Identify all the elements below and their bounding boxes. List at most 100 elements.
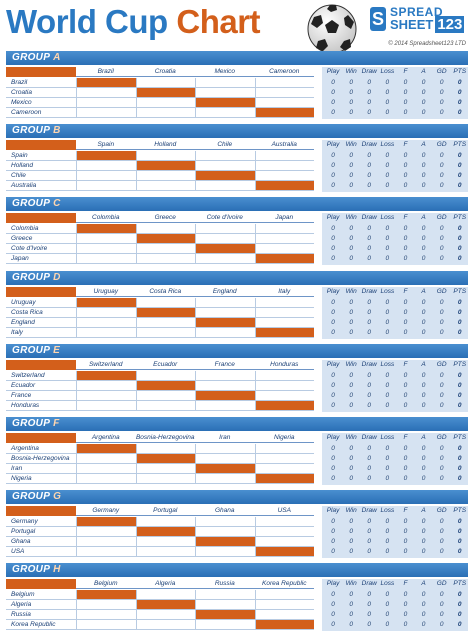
stat-value: 0	[457, 371, 462, 379]
group-letter: E	[53, 344, 61, 356]
stat-value: 0	[403, 528, 408, 536]
stat-value: 0	[367, 318, 372, 326]
stat-value: 0	[385, 591, 390, 599]
stat-value: 0	[349, 109, 353, 116]
stat-value: 0	[367, 235, 372, 243]
match-result-cell	[254, 590, 314, 601]
stat-value: 0	[457, 225, 462, 233]
header-corner	[6, 67, 76, 77]
match-result-cell	[195, 454, 255, 464]
column-header-team: Honduras	[254, 360, 314, 370]
group-letter: H	[53, 564, 61, 576]
stat-value: 0	[385, 245, 390, 253]
self-match-cell	[76, 78, 136, 88]
match-result-cell	[254, 234, 314, 245]
stat-header: GD	[436, 360, 447, 368]
stat-value: 0	[367, 391, 372, 399]
self-match-cell	[135, 307, 195, 318]
column-header-team: Japan	[254, 213, 314, 224]
stat-value: 0	[385, 318, 390, 326]
stats-panel	[322, 286, 468, 339]
stat-value: 0	[331, 162, 335, 170]
stat-value: 0	[439, 621, 444, 629]
stat-value: 0	[403, 371, 408, 379]
column-header-team: Mexico	[195, 67, 255, 77]
stat-header: Draw	[361, 214, 377, 222]
stat-value: 0	[385, 611, 390, 619]
stat-header: A	[421, 360, 426, 368]
stat-value: 0	[331, 255, 335, 263]
self-match-cell	[135, 527, 195, 538]
match-result-cell	[135, 181, 195, 192]
match-result-cell	[76, 244, 136, 255]
stat-value: 0	[457, 255, 462, 263]
match-result-cell	[195, 400, 255, 411]
stat-header: GD	[436, 507, 447, 515]
match-result-cell	[195, 108, 255, 118]
stat-value: 0	[367, 245, 372, 253]
column-header-team: Bosnia-Herzegovina	[135, 434, 195, 443]
stat-value: 0	[349, 528, 353, 536]
stat-value: 0	[403, 381, 408, 389]
stat-value: 0	[403, 245, 408, 253]
match-result-cell	[254, 600, 314, 611]
match-result-cell	[195, 161, 255, 172]
match-result-cell	[135, 224, 195, 235]
match-result-cell	[135, 317, 195, 328]
title-part-2: Chart	[176, 3, 261, 40]
row-team-name: Brazil	[6, 78, 76, 88]
stat-value: 0	[403, 445, 408, 452]
stat-value: 0	[367, 538, 372, 546]
stat-value: 0	[421, 445, 426, 452]
header-corner	[6, 213, 76, 224]
stat-value: 0	[439, 162, 444, 170]
stat-value: 0	[367, 528, 372, 536]
column-header-team: Korea Republic	[254, 579, 314, 590]
match-result-cell	[195, 370, 255, 381]
group-word: GROUP	[12, 198, 51, 210]
copyright-text: © 2014 Spreadsheet123 LTD	[388, 41, 466, 47]
row-team-name: Holland	[6, 161, 76, 172]
match-result-cell	[76, 610, 136, 621]
stat-header: PTS	[453, 507, 467, 515]
stats-panel	[322, 433, 468, 485]
match-result-cell	[195, 254, 255, 265]
match-result-cell	[76, 474, 136, 484]
stat-value: 0	[457, 235, 462, 243]
stat-value: 0	[403, 172, 408, 180]
column-header-team: Russia	[195, 579, 255, 590]
stat-header: Draw	[361, 580, 377, 588]
self-match-cell	[135, 234, 195, 245]
match-result-cell	[254, 464, 314, 474]
stat-value: 0	[421, 255, 426, 263]
stat-header: GD	[436, 287, 447, 295]
stat-value: 0	[439, 152, 444, 160]
stat-value: 0	[331, 79, 335, 86]
column-header-team: Nigeria	[254, 433, 314, 443]
row-team-name: Honduras	[6, 401, 76, 411]
stat-header: Draw	[361, 360, 377, 368]
stat-value: 0	[403, 89, 408, 96]
stat-value: 0	[367, 162, 372, 170]
group-title: GROUP F	[12, 418, 60, 430]
column-header-team: Colombia	[76, 213, 136, 224]
stat-value: 0	[421, 465, 426, 472]
stat-header: F	[403, 141, 408, 149]
stat-value: 0	[439, 328, 444, 336]
stat-header: Win	[345, 434, 357, 441]
column-header-team: Iran	[195, 433, 255, 443]
stat-value: 0	[349, 152, 353, 160]
self-match-cell	[76, 517, 136, 528]
stat-value: 0	[403, 475, 408, 482]
self-match-cell	[254, 547, 314, 558]
stat-value: 0	[349, 401, 353, 409]
stat-value: 0	[331, 99, 335, 106]
row-team-name: Greece	[6, 234, 76, 245]
stat-value: 0	[421, 152, 426, 160]
match-result-cell	[254, 454, 314, 464]
stat-value: 0	[385, 235, 390, 243]
group-table: Brazil Croatia Mexico Cameroon Play Win Draw Lo…	[6, 67, 468, 119]
stat-value: 0	[457, 79, 462, 86]
group-letter: D	[53, 271, 61, 283]
stat-value: 0	[349, 601, 353, 609]
